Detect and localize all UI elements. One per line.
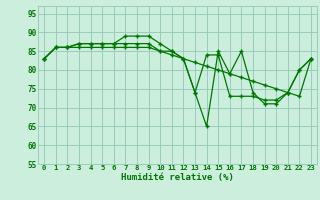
X-axis label: Humidité relative (%): Humidité relative (%): [121, 173, 234, 182]
